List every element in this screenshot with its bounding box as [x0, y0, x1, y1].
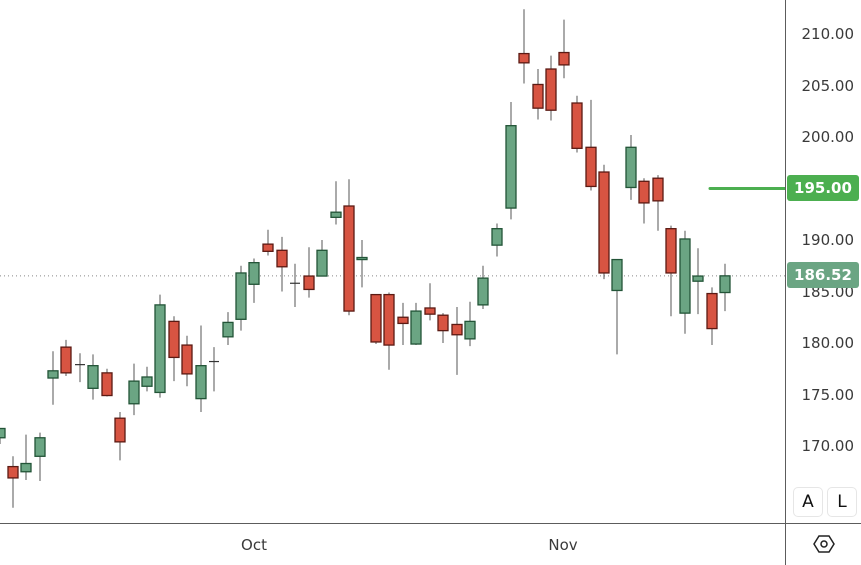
- candle: [451, 306, 463, 375]
- price-tick-175: 175.00: [801, 386, 855, 404]
- candle: [652, 175, 664, 231]
- price-tick-190: 190.00: [801, 231, 855, 249]
- candle: [532, 69, 544, 120]
- candle: [276, 236, 288, 292]
- candle: [558, 19, 570, 79]
- candle: [47, 351, 59, 405]
- candle: [706, 287, 718, 346]
- candle: [235, 265, 247, 331]
- candle: [101, 368, 113, 397]
- candle: [370, 293, 382, 345]
- candle: [571, 95, 583, 153]
- chart-settings-corner[interactable]: [785, 523, 861, 565]
- candle: [437, 313, 449, 343]
- candle: [491, 223, 503, 257]
- candle: [638, 178, 650, 224]
- candle: [248, 258, 260, 303]
- candle: [356, 240, 368, 288]
- price-axis[interactable]: 210.00 205.00 200.00 190.00 185.00 180.0…: [785, 0, 861, 523]
- candle: [585, 99, 597, 191]
- time-axis[interactable]: Oct Nov: [0, 523, 785, 565]
- candle: [464, 301, 476, 347]
- auto-scale-button[interactable]: A: [793, 487, 823, 517]
- candle: [383, 292, 395, 370]
- candle: [545, 55, 557, 121]
- candle: [209, 347, 219, 392]
- candle: [424, 283, 436, 321]
- candle: [665, 225, 677, 317]
- candle: [262, 229, 274, 256]
- current-price-badge: 186.52: [787, 262, 859, 288]
- candle: [128, 363, 140, 416]
- candle: [141, 366, 153, 392]
- alert-price-badge[interactable]: 195.00: [787, 175, 859, 201]
- candle: [154, 294, 166, 398]
- candle: [598, 164, 610, 280]
- candle: [290, 263, 300, 307]
- candle: [692, 248, 704, 315]
- candle: [477, 265, 489, 310]
- candle: [20, 434, 32, 480]
- candle: [410, 302, 422, 346]
- price-tick-200: 200.00: [801, 128, 855, 146]
- time-label-oct: Oct: [241, 536, 267, 554]
- candle: [87, 354, 99, 400]
- chart-plot-area[interactable]: [0, 0, 785, 523]
- candle: [397, 302, 409, 346]
- candle: [168, 316, 180, 382]
- price-tick-205: 205.00: [801, 77, 855, 95]
- candle: [181, 335, 193, 387]
- price-tick-170: 170.00: [801, 437, 855, 455]
- candle: [7, 456, 19, 508]
- candle: [719, 263, 731, 312]
- candle: [625, 134, 637, 200]
- candle: [222, 312, 234, 346]
- candle: [611, 258, 623, 355]
- candle: [0, 427, 6, 444]
- candle: [195, 325, 207, 413]
- time-label-nov: Nov: [548, 536, 578, 554]
- candle: [114, 412, 126, 461]
- candle: [34, 432, 46, 482]
- candle: [303, 247, 315, 298]
- candle: [316, 240, 328, 277]
- candle: [518, 9, 530, 84]
- price-tick-210: 210.00: [801, 25, 855, 43]
- candle: [60, 339, 72, 376]
- log-scale-button[interactable]: L: [827, 487, 857, 517]
- candle: [343, 179, 355, 316]
- candle: [679, 230, 691, 334]
- candlestick-series: [0, 9, 785, 508]
- hexagon-settings-icon[interactable]: [813, 534, 835, 554]
- price-tick-180: 180.00: [801, 334, 855, 352]
- candle: [75, 353, 85, 383]
- candle: [330, 181, 342, 225]
- candle: [505, 101, 517, 220]
